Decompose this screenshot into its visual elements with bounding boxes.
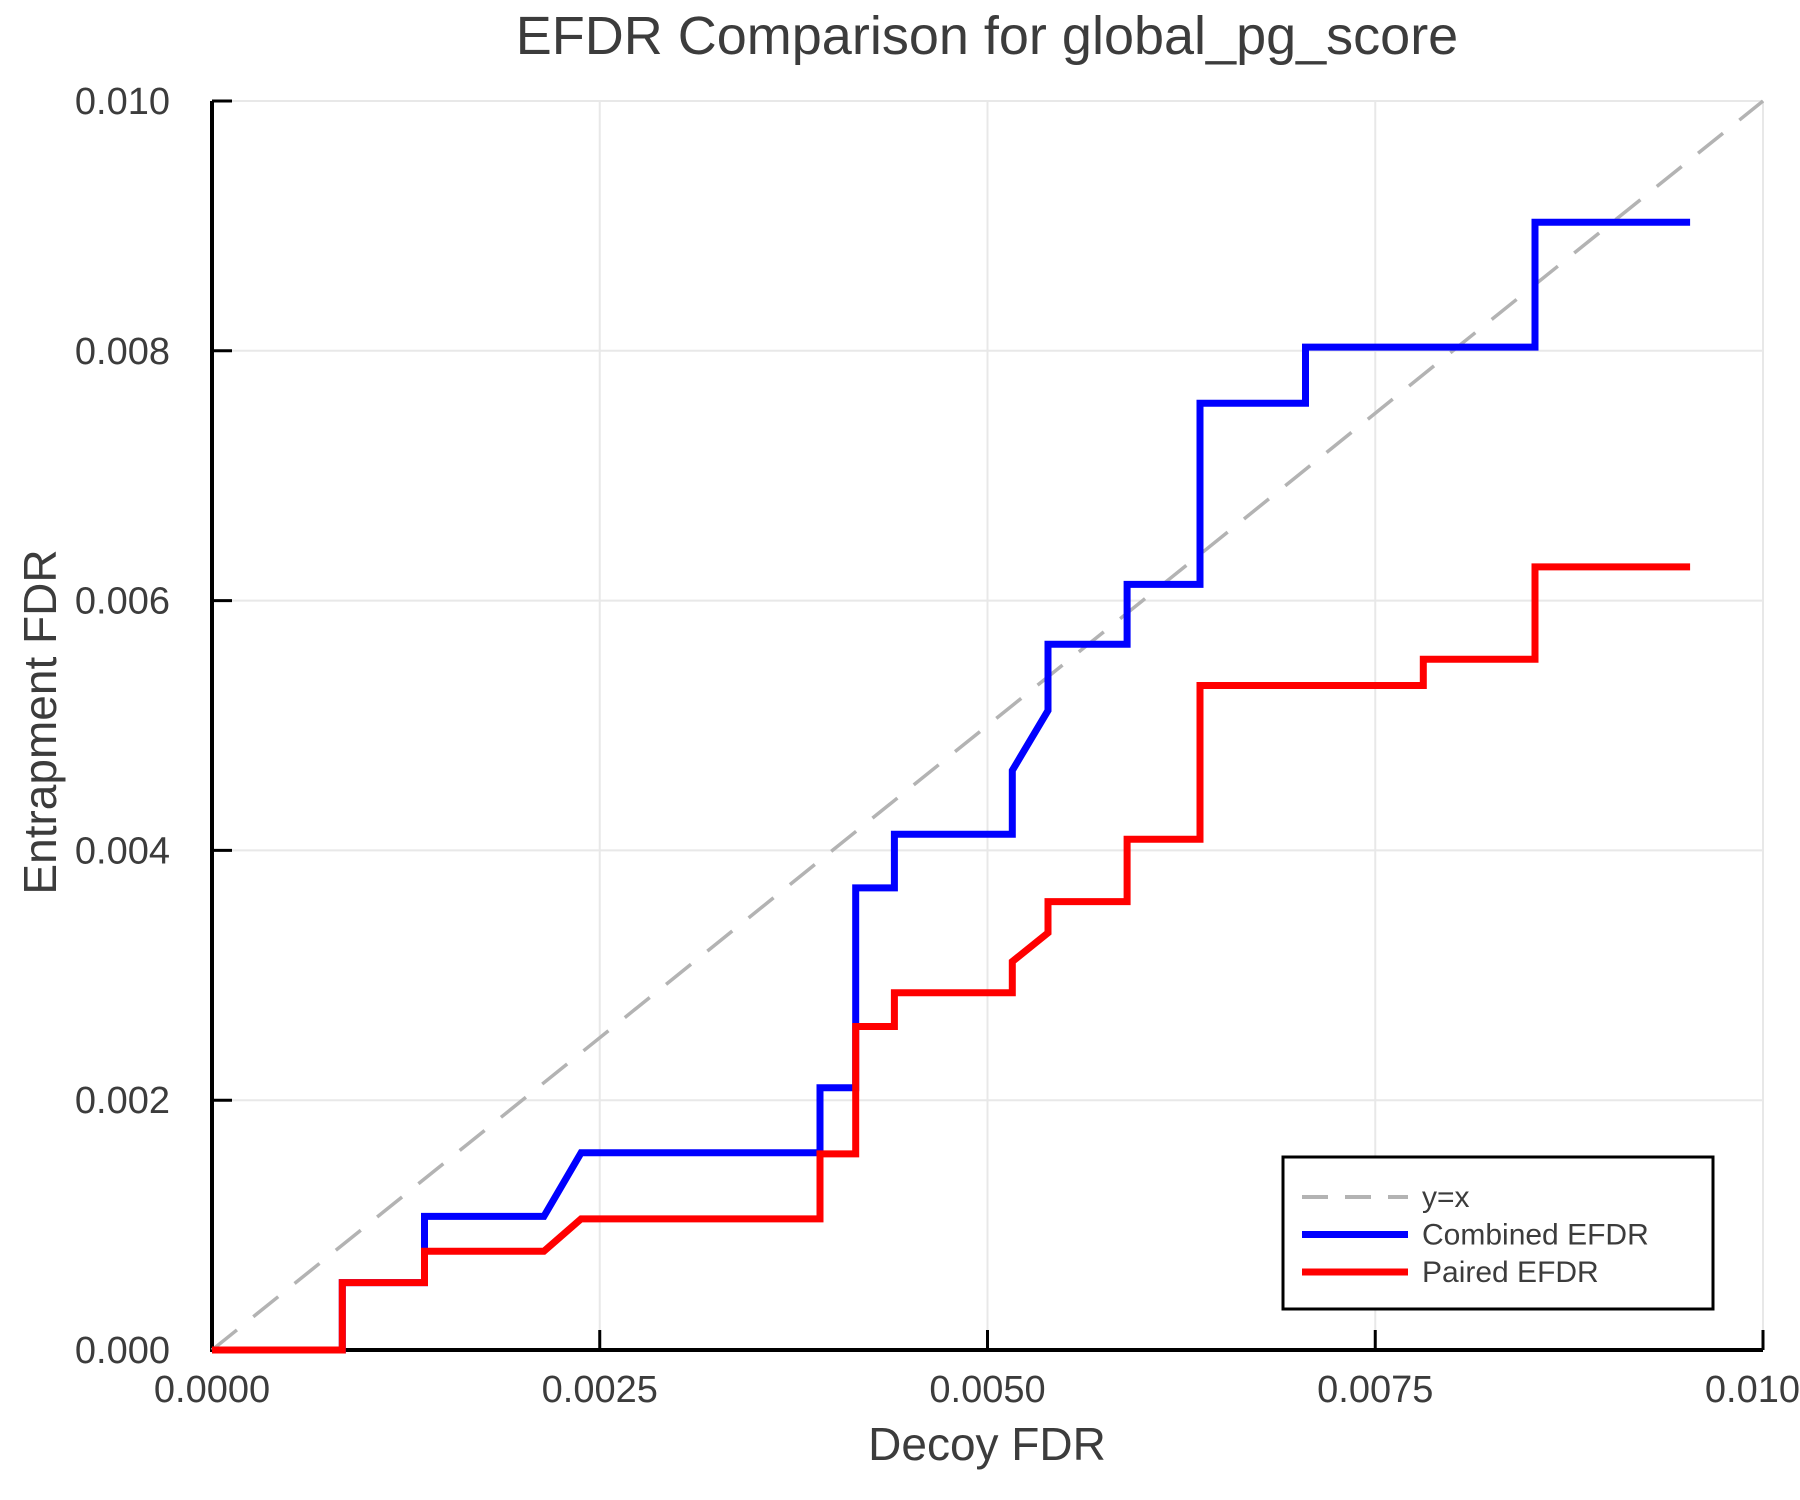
y-tick-label: 0.010 [75, 81, 170, 123]
x-axis-label: Decoy FDR [868, 1418, 1106, 1470]
legend-item-label: y=x [1422, 1181, 1470, 1214]
y-tick-label: 0.008 [75, 331, 170, 373]
legend-item-label: Combined EFDR [1422, 1219, 1649, 1252]
y-tick-label: 0.004 [75, 830, 170, 872]
series-line-combined-efdr [212, 218, 1691, 1354]
y-axis-label: Entrapment FDR [14, 549, 66, 894]
series-line-paired-efdr [212, 563, 1691, 1354]
y-tick-label: 0.006 [75, 581, 170, 623]
x-tick-label: 0.0075 [1317, 1369, 1433, 1411]
y-tick-label: 0.002 [75, 1080, 170, 1122]
chart-title: EFDR Comparison for global_pg_score [516, 6, 1458, 66]
x-tick-label: 0.0000 [154, 1369, 270, 1411]
series-line-y-x [210, 99, 1765, 1352]
series-layer [210, 99, 1765, 1354]
y-tick-label: 0.000 [75, 1330, 170, 1372]
legend-item-label: Paired EFDR [1422, 1256, 1599, 1289]
x-tick-label: 0.0050 [929, 1369, 1045, 1411]
x-tick-label: 0.0025 [542, 1369, 658, 1411]
legend: y=x Combined EFDR Paired EFDR [1281, 1155, 1715, 1311]
